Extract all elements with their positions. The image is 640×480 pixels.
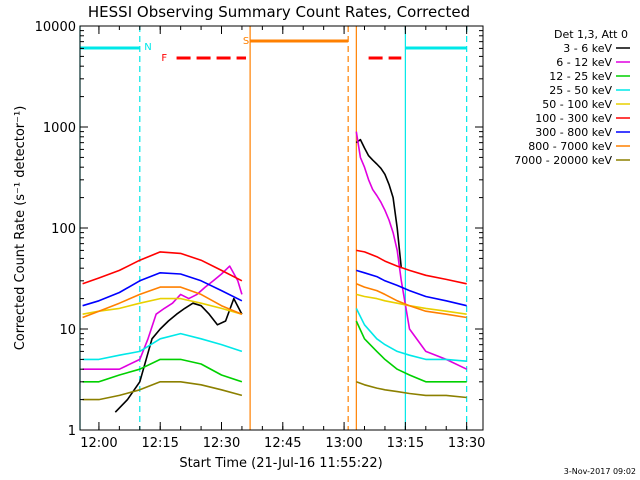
- legend-label: 800 - 7000 keV: [528, 140, 612, 153]
- legend-header: Det 1,3, Att 0: [554, 28, 628, 41]
- x-tick-label: 12:00: [80, 436, 117, 451]
- series-line-800-7000-kev: [82, 286, 243, 319]
- series-line-3-6-kev: [114, 297, 243, 413]
- legend-label: 300 - 800 keV: [535, 126, 612, 139]
- legend-label: 100 - 300 keV: [535, 112, 612, 125]
- state-marker-n: N: [144, 42, 151, 53]
- chart-title: HESSI Observing Summary Count Rates, Cor…: [88, 3, 470, 21]
- x-tick-label: 12:30: [203, 436, 240, 451]
- state-marker-f: F: [161, 53, 167, 64]
- series-line-12-25-kev: [355, 320, 467, 383]
- x-tick-label: 13:30: [448, 436, 485, 451]
- state-bars: NF S: [80, 36, 467, 64]
- x-axis-label: Start Time (21-Jul-16 11:55:22): [179, 456, 382, 471]
- series-line-6-12-kev: [355, 131, 468, 370]
- series-line-800-7000-kev: [356, 283, 467, 319]
- footer-timestamp: 3-Nov-2017 09:02: [564, 467, 636, 476]
- x-tick-label: 13:15: [387, 436, 424, 451]
- legend-label: 6 - 12 keV: [556, 56, 612, 69]
- x-axis: 12:00 12:15 12:30 12:45 13:00 13:15 13:30: [80, 26, 485, 451]
- legend-label: 7000 - 20000 keV: [514, 154, 612, 167]
- series-line-7000-20000-kev: [356, 381, 467, 399]
- y-tick-label: 10: [59, 323, 76, 338]
- series-line-25-50-kev: [82, 332, 243, 361]
- y-axis-label: Corrected Count Rate (s⁻¹ detector⁻¹): [13, 106, 28, 351]
- x-tick-label: 12:45: [264, 436, 301, 451]
- y-tick-label: 100: [51, 222, 76, 237]
- series-line-3-6-kev: [355, 138, 403, 269]
- series-line-12-25-kev: [82, 358, 243, 383]
- series-line-50-100-kev: [356, 293, 467, 315]
- series-line-6-12-kev: [82, 265, 243, 371]
- legend-label: 25 - 50 keV: [549, 84, 612, 97]
- series-line-100-300-kev: [356, 249, 467, 285]
- y-tick-label: 10000: [35, 20, 76, 35]
- y-tick-label: 1000: [43, 121, 76, 136]
- series-line-50-100-kev: [82, 297, 243, 315]
- series-line-100-300-kev: [82, 251, 243, 285]
- state-marker-s: S: [243, 36, 249, 47]
- legend-label: 12 - 25 keV: [549, 70, 612, 83]
- series-group: [82, 131, 468, 413]
- legend-label: 50 - 100 keV: [542, 98, 612, 111]
- y-axis: 1 10 100 1000 10000: [35, 20, 483, 439]
- legend-label: 3 - 6 keV: [563, 42, 612, 55]
- y-tick-label: 1: [68, 424, 76, 439]
- series-line-300-800-kev: [82, 271, 243, 307]
- series-line-300-800-kev: [356, 269, 467, 307]
- x-tick-label: 13:00: [325, 436, 362, 451]
- x-tick-label: 12:15: [141, 436, 178, 451]
- series-line-25-50-kev: [355, 308, 467, 362]
- series-line-7000-20000-kev: [82, 380, 243, 401]
